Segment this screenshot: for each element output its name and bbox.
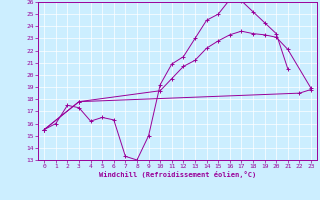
X-axis label: Windchill (Refroidissement éolien,°C): Windchill (Refroidissement éolien,°C) bbox=[99, 171, 256, 178]
